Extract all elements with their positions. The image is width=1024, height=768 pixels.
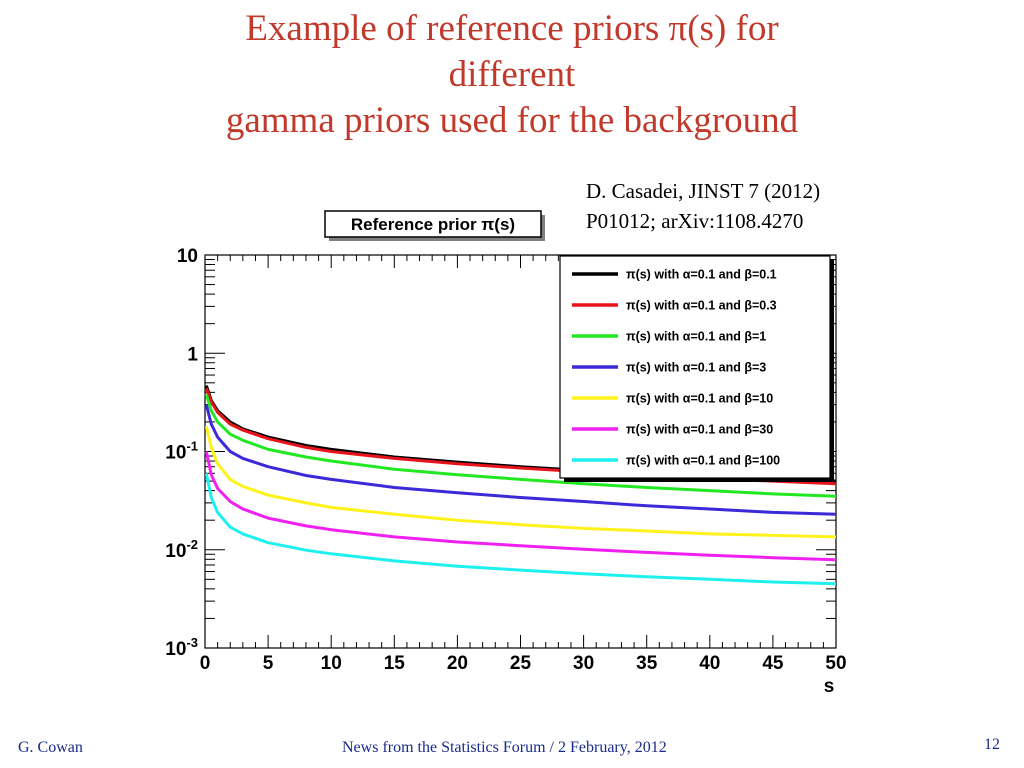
- x-tick-label: 10: [321, 653, 342, 674]
- series-line-4: [204, 404, 837, 516]
- legend-entry-7: π(s) with α=0.1 and β=100: [626, 454, 780, 468]
- chart-title: Reference prior π(s): [351, 215, 515, 234]
- series-line-7: [204, 472, 837, 586]
- y-tick-label: 10: [177, 246, 198, 267]
- footer-author: G. Cowan: [18, 739, 83, 756]
- series-line-6: [204, 451, 837, 562]
- citation: D. Casadei, JINST 7 (2012) P01012; arXiv…: [586, 176, 820, 236]
- legend: π(s) with α=0.1 and β=0.1 π(s) with α=0.1…: [559, 255, 834, 482]
- legend-entry-5: π(s) with α=0.1 and β=10: [626, 392, 773, 406]
- citation-line-1: D. Casadei, JINST 7 (2012): [586, 179, 821, 203]
- x-tick-label: 15: [384, 653, 406, 674]
- citation-line-2: P01012; arXiv:1108.4270: [586, 209, 804, 233]
- chart-title-box: Reference prior π(s): [324, 210, 545, 241]
- y-tick-label: 10-1: [165, 439, 198, 464]
- legend-entry-3: π(s) with α=0.1 and β=1: [626, 330, 766, 344]
- x-axis-label: s: [824, 676, 835, 697]
- legend-entry-2: π(s) with α=0.1 and β=0.3: [626, 299, 777, 313]
- page-number: 12: [984, 736, 1000, 753]
- x-tick-label: 30: [573, 653, 594, 674]
- legend-entry-6: π(s) with α=0.1 and β=30: [626, 423, 773, 437]
- y-tick-label: 1: [187, 344, 198, 365]
- footer-event: News from the Statistics Forum / 2 Febru…: [342, 739, 667, 756]
- legend-entry-4: π(s) with α=0.1 and β=3: [626, 361, 766, 375]
- title-line-2: different: [448, 54, 576, 95]
- slide-title: Example of reference priors π(s) for dif…: [0, 6, 1024, 144]
- title-line-1: Example of reference priors π(s) for: [245, 8, 779, 49]
- x-tick-label: 0: [200, 653, 211, 674]
- x-tick-label: 50: [825, 653, 846, 674]
- x-tick-label: 20: [447, 653, 468, 674]
- x-tick-label: 5: [263, 653, 274, 674]
- title-line-3: gamma priors used for the background: [225, 100, 799, 141]
- x-tick-label: 35: [636, 653, 658, 674]
- legend-entry-1: π(s) with α=0.1 and β=0.1: [626, 268, 777, 282]
- y-tick-label: 10-2: [165, 537, 198, 562]
- chart-title-frame: [324, 210, 542, 238]
- x-tick-label: 25: [510, 653, 532, 674]
- series-line-5: [204, 426, 837, 539]
- series-line-3: [204, 394, 837, 498]
- x-tick-label: 40: [699, 653, 720, 674]
- x-tick-label: 45: [762, 653, 784, 674]
- y-tick-label: 10-3: [165, 635, 198, 660]
